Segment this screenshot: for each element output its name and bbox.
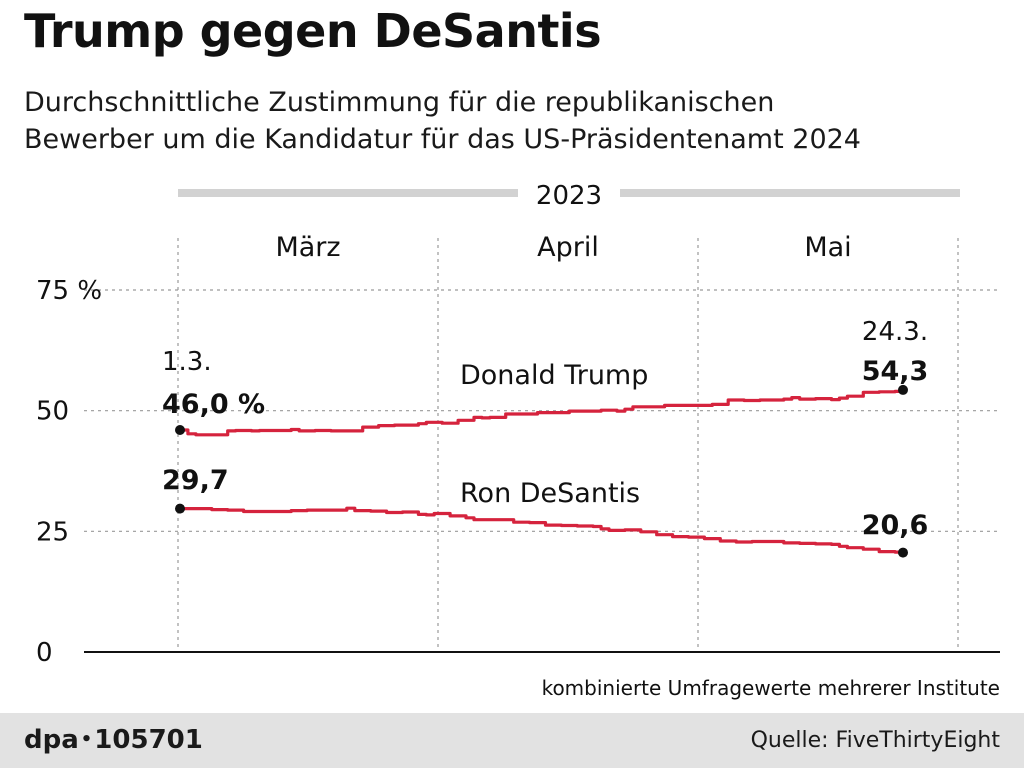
y-tick-label: 0 xyxy=(36,638,53,668)
trump-start-date: 1.3. xyxy=(162,347,212,377)
y-tick-label: 25 xyxy=(36,517,69,547)
y-tick-label: 75 % xyxy=(36,276,102,306)
year-label: 2023 xyxy=(536,181,602,211)
graphic-number: 105701 xyxy=(94,725,203,755)
trump-end-value: 54,3 xyxy=(862,356,929,387)
desantis-series-line xyxy=(180,506,905,554)
brand-dot: • xyxy=(80,729,93,750)
trump-start-point xyxy=(175,424,185,435)
y-tick-label: 50 xyxy=(36,397,69,427)
trump-start-value: 46,0 % xyxy=(162,389,265,420)
desantis-series-label: Ron DeSantis xyxy=(460,478,640,509)
end-date: 24.3. xyxy=(862,317,928,347)
trump-series-line xyxy=(180,389,905,437)
dpa-brand: dpa •105701 xyxy=(24,725,203,755)
subtitle-line-1: Durchschnittliche Zustimmung für die rep… xyxy=(24,87,775,118)
brand-name: dpa xyxy=(24,725,79,755)
month-label-mai: Mai xyxy=(804,232,851,263)
data-note: kombinierte Umfragewerte mehrerer Instit… xyxy=(541,676,1000,700)
trump-end-point xyxy=(898,384,908,395)
line-chart: 2023 März April Mai 0 25 50 75 % 1.3. 46,0 … xyxy=(36,181,1000,668)
month-label-april: April xyxy=(537,232,599,263)
chart-title: Trump gegen DeSantis xyxy=(24,4,602,58)
month-label-maerz: März xyxy=(275,232,340,263)
desantis-start-value: 29,7 xyxy=(162,465,229,496)
desantis-end-point xyxy=(898,547,908,558)
trump-series-label: Donald Trump xyxy=(460,360,648,391)
year-bar-left xyxy=(178,189,518,197)
year-bar-right xyxy=(620,189,960,197)
chart-subtitle: Durchschnittliche Zustimmung für die rep… xyxy=(24,84,861,158)
footer-bar: dpa •105701 Quelle: FiveThirtyEight xyxy=(0,713,1024,768)
desantis-end-value: 20,6 xyxy=(862,510,929,541)
subtitle-line-2: Bewerber um die Kandidatur für das US-Pr… xyxy=(24,124,861,155)
desantis-start-point xyxy=(175,503,185,514)
source-credit: Quelle: FiveThirtyEight xyxy=(750,728,1000,753)
